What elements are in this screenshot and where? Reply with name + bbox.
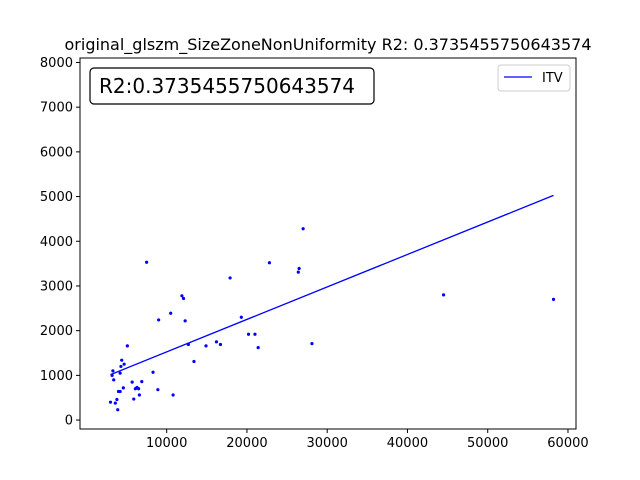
data-point (112, 378, 116, 382)
data-point (140, 380, 144, 384)
data-point (111, 369, 115, 373)
y-tick-label: 7000 (40, 101, 73, 116)
y-tick-label: 4000 (40, 235, 73, 250)
chart-title: original_glszm_SizeZoneNonUniformity R2:… (65, 35, 592, 55)
y-tick-label: 3000 (40, 279, 73, 294)
axes: 10000 20000 30000 40000 50000 60000 0 1000 2000 3… (40, 56, 589, 451)
data-point (137, 393, 141, 397)
data-point (156, 388, 160, 392)
x-tick-label: 30000 (307, 436, 348, 451)
annotation-box-group: R2:0.3735455750643574 (89, 67, 375, 105)
y-tick-label: 5000 (40, 190, 73, 205)
data-point (122, 362, 126, 366)
data-point (253, 332, 257, 336)
x-tick-label: 20000 (226, 436, 267, 451)
data-point (239, 315, 243, 319)
data-point (246, 332, 251, 336)
data-point (256, 346, 260, 350)
data-point (151, 370, 155, 374)
plot-frame (79, 57, 577, 430)
y-tick-label: 6000 (40, 145, 73, 160)
x-tick-label: 10000 (146, 436, 187, 451)
data-point (132, 397, 136, 401)
x-tick-label: 60000 (547, 436, 588, 451)
data-point (145, 260, 149, 264)
annotation-text: R2:0.3735455750643574 (99, 74, 355, 98)
data-point (181, 296, 186, 301)
data-point (204, 344, 208, 348)
y-tick-label: 8000 (40, 56, 73, 71)
y-tick-label: 2000 (40, 324, 73, 339)
data-point (301, 227, 305, 231)
data-point (119, 364, 123, 369)
data-point (130, 380, 134, 384)
data-point (118, 389, 122, 394)
data-point (120, 358, 124, 362)
data-point (171, 393, 175, 397)
data-point (228, 276, 232, 280)
x-tick-label: 40000 (387, 436, 428, 451)
data-point (121, 386, 125, 390)
data-point (441, 293, 446, 297)
data-point (115, 397, 119, 402)
legend-label: ITV (542, 71, 563, 86)
data-point (157, 318, 161, 322)
data-point (297, 266, 301, 271)
data-point (192, 359, 196, 364)
y-tick-label: 0 (65, 414, 73, 429)
data-point (169, 311, 173, 315)
data-point (310, 342, 314, 346)
data-point (551, 297, 556, 301)
data-point (118, 371, 122, 375)
legend: ITV (497, 64, 571, 92)
data-point (113, 401, 117, 405)
x-tick-label: 50000 (467, 436, 508, 451)
data-point (125, 344, 129, 348)
data-point (180, 294, 184, 298)
data-point (296, 270, 300, 274)
data-point (136, 387, 141, 391)
annotation-box (89, 67, 375, 105)
data-point (116, 408, 120, 412)
fit-line (110, 194, 554, 376)
data-point (183, 319, 187, 323)
data-point (108, 400, 113, 404)
legend-frame (497, 64, 571, 92)
data-point (218, 342, 223, 347)
data-point (267, 261, 272, 265)
fit-line-group (110, 194, 554, 376)
y-tick-label: 1000 (40, 369, 73, 384)
data-points (108, 227, 556, 412)
data-point (214, 340, 219, 344)
